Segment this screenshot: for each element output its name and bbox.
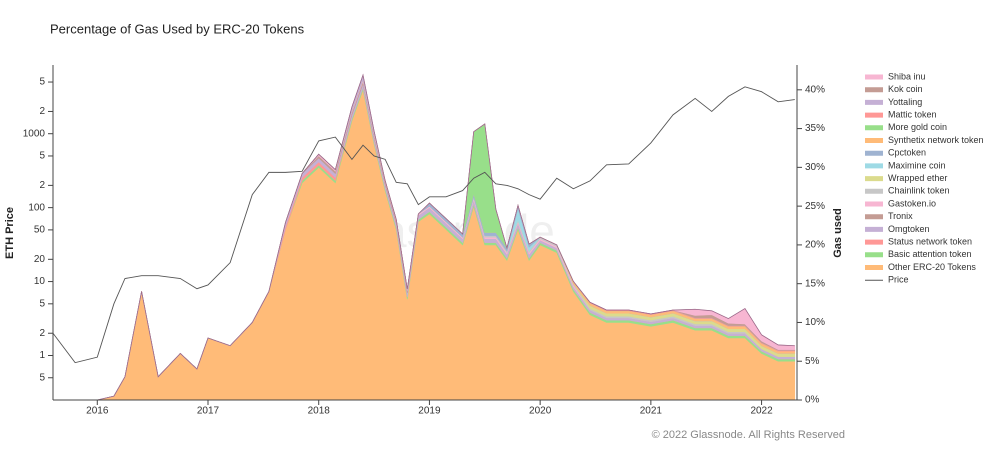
legend-label: Mattic token — [888, 109, 937, 119]
x-tick-label: 2019 — [418, 406, 441, 417]
y2-tick-label: 20% — [805, 240, 825, 251]
y-tick-label: 1 — [39, 350, 45, 361]
chart-title: Percentage of Gas Used by ERC-20 Tokens — [50, 21, 305, 36]
legend-label: Cpctoken — [888, 148, 926, 158]
y2-tick-label: 30% — [805, 162, 825, 173]
area — [53, 88, 796, 401]
x-tick-label: 2017 — [197, 406, 220, 417]
y-tick-label: 2 — [39, 180, 45, 191]
legend-label: Omgtoken — [888, 224, 930, 234]
y-tick-label: 5 — [39, 151, 45, 162]
y-tick-label: 1000 — [23, 128, 46, 139]
y2-tick-label: 5% — [805, 356, 820, 367]
legend-label: Tronix — [888, 211, 913, 221]
y-tick-label: 5 — [39, 77, 45, 88]
y-tick-label: 50 — [34, 225, 46, 236]
x-tick-label: 2020 — [529, 406, 552, 417]
legend-label: Status network token — [888, 236, 972, 246]
copyright: © 2022 Glassnode. All Rights Reserved — [652, 429, 845, 441]
legend-label: Synthetix network token — [888, 135, 984, 145]
y-tick-label: 2 — [39, 106, 45, 117]
legend-label: Other ERC-20 Tokens — [888, 262, 976, 272]
legend-label: Gastoken.io — [888, 198, 936, 208]
y2-tick-label: 40% — [805, 84, 825, 95]
area-outline — [53, 73, 795, 401]
y-tick-label: 10 — [34, 276, 46, 287]
legend-label: Chainlink token — [888, 186, 950, 196]
legend-label: Yottaling — [888, 97, 922, 107]
x-tick-label: 2021 — [640, 406, 663, 417]
y2-tick-label: 10% — [805, 317, 825, 328]
legend-label: More gold coin — [888, 122, 947, 132]
y-tick-label: 2 — [39, 328, 45, 339]
price-line — [52, 86, 795, 364]
legend-label: Basic attention token — [888, 249, 972, 259]
x-tick-label: 2022 — [750, 406, 773, 417]
legend-label: Maximine coin — [888, 160, 946, 170]
legend-label: Kok coin — [888, 84, 923, 94]
y-tick-label: 5 — [39, 298, 45, 309]
x-tick-label: 2018 — [308, 406, 331, 417]
y2-axis-title: Gas used — [832, 208, 844, 258]
y-tick-label: 5 — [39, 372, 45, 383]
y2-tick-label: 25% — [805, 201, 825, 212]
legend-label: Wrapped ether — [888, 173, 947, 183]
y2-tick-label: 15% — [805, 278, 825, 289]
legend-label: Price — [888, 275, 909, 285]
x-tick-label: 2016 — [86, 406, 109, 417]
legend-label: Shiba inu — [888, 71, 926, 81]
y2-tick-label: 0% — [805, 395, 820, 406]
y-tick-label: 20 — [34, 254, 46, 265]
y-tick-label: 100 — [28, 202, 45, 213]
y2-tick-label: 35% — [805, 123, 825, 134]
y-axis-title: ETH Price — [4, 207, 16, 259]
